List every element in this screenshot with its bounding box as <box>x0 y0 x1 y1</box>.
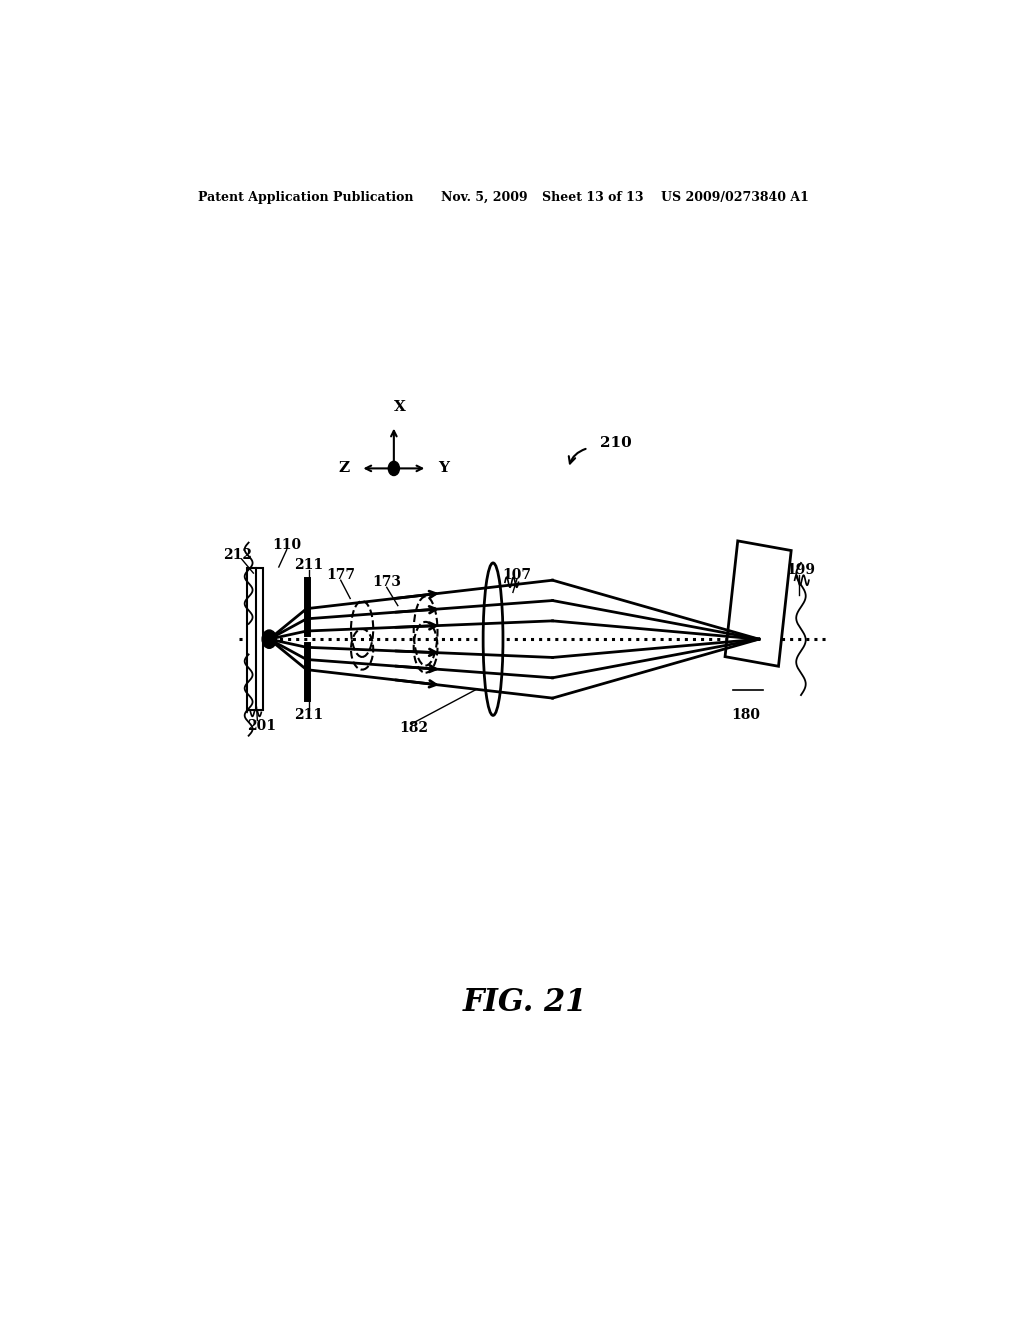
Text: 201: 201 <box>247 718 275 733</box>
Text: 173: 173 <box>372 576 401 589</box>
Ellipse shape <box>483 562 503 715</box>
Text: 180: 180 <box>731 709 760 722</box>
Text: 199: 199 <box>786 564 815 577</box>
Bar <box>247 568 263 710</box>
Text: X: X <box>394 400 407 413</box>
Text: 177: 177 <box>327 568 355 582</box>
Text: FIG. 21: FIG. 21 <box>463 986 587 1018</box>
Text: 107: 107 <box>503 568 531 582</box>
Text: Y: Y <box>438 462 450 475</box>
Text: 211: 211 <box>294 709 324 722</box>
Text: 210: 210 <box>600 436 632 450</box>
Bar <box>725 541 792 667</box>
Text: Z: Z <box>338 462 349 475</box>
Text: 211: 211 <box>294 558 324 572</box>
Text: 212: 212 <box>223 548 252 562</box>
Circle shape <box>262 630 276 648</box>
Text: 110: 110 <box>272 537 301 552</box>
Text: Sheet 13 of 13: Sheet 13 of 13 <box>543 190 644 203</box>
Text: Nov. 5, 2009: Nov. 5, 2009 <box>441 190 528 203</box>
Text: US 2009/0273840 A1: US 2009/0273840 A1 <box>662 190 809 203</box>
Text: Patent Application Publication: Patent Application Publication <box>198 190 414 203</box>
Circle shape <box>388 461 399 475</box>
Text: 182: 182 <box>399 721 428 735</box>
